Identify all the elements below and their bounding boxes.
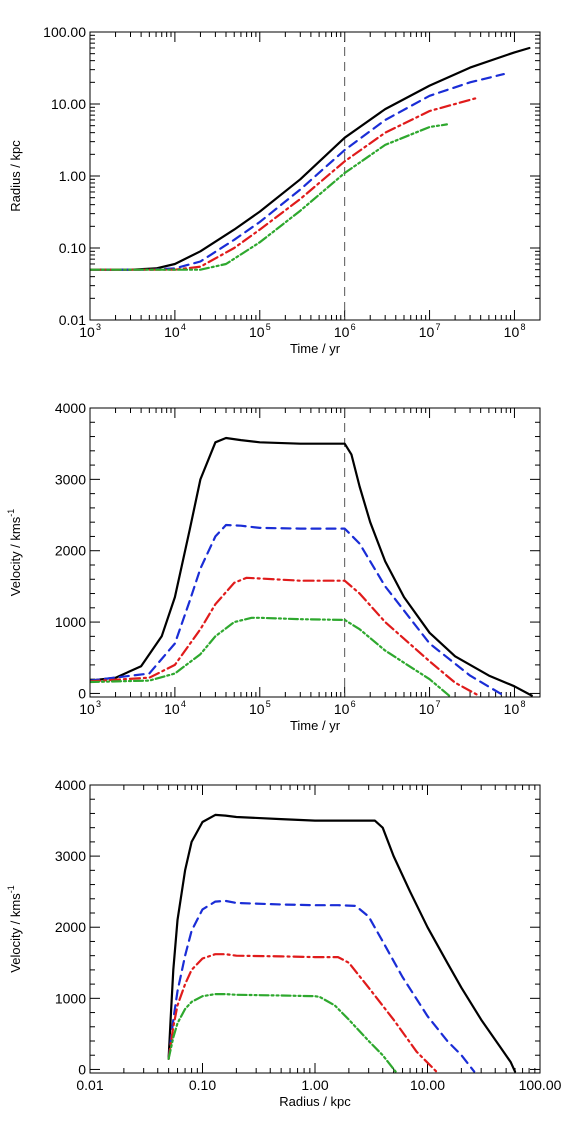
series-line-dashdotdot	[90, 123, 448, 271]
y-axis-title: Velocity / kms-1	[6, 885, 23, 972]
x-tick-label: 10	[249, 701, 265, 717]
series-line-dashdot	[167, 953, 438, 1073]
x-tick-label: 10	[504, 324, 520, 340]
series-group	[90, 46, 531, 271]
y-tick-label: 3000	[55, 848, 86, 864]
series-line-solid	[90, 46, 531, 271]
chart-panel-top: 10 3 10 4 10 5 10 6 10 7 10 80.010.101.0010.00100.0…	[8, 24, 541, 356]
plot-frame	[89, 784, 541, 1074]
series-line-dashdot	[90, 97, 477, 271]
x-axis-title: Time / yr	[290, 718, 341, 733]
minor-ticks	[90, 785, 540, 1073]
y-axis-ticks: 0 1000 2000 3000 4000	[55, 777, 540, 1077]
x-tick-label: 10	[79, 324, 95, 340]
y-tick-label: 0	[78, 685, 86, 701]
series-group	[90, 436, 533, 697]
y-tick-label: 1000	[55, 990, 86, 1006]
y-axis-title-text: Velocity / kms	[8, 893, 23, 973]
plot-frame	[89, 31, 541, 321]
x-tick-label: 10	[334, 324, 350, 340]
x-tick-label: 10	[249, 324, 265, 340]
x-axis-title: Radius / kpc	[279, 1094, 351, 1109]
y-tick-label: 4000	[55, 400, 86, 416]
series-line-dashdotdot	[90, 616, 451, 697]
x-tick-exponent: 8	[520, 699, 525, 709]
minor-ticks	[90, 408, 540, 697]
y-axis-title-exponent: -1	[6, 509, 16, 517]
y-tick-label: 0	[78, 1061, 86, 1077]
plot-frame	[89, 407, 541, 698]
x-tick-exponent: 5	[266, 322, 271, 332]
x-tick-label: 0.10	[189, 1077, 216, 1093]
x-tick-label: 10	[164, 324, 180, 340]
series-line-dashed	[167, 899, 476, 1073]
y-tick-label: 1000	[55, 614, 86, 630]
series-line-dashed	[90, 523, 505, 697]
y-tick-label: 2000	[55, 543, 86, 559]
y-tick-label: 3000	[55, 471, 86, 487]
x-tick-exponent: 5	[266, 699, 271, 709]
x-tick-label: 1.00	[301, 1077, 328, 1093]
x-tick-label: 0.01	[76, 1077, 103, 1093]
y-axis-title-text: Velocity / kms	[8, 516, 23, 596]
y-axis-title-exponent: -1	[6, 885, 16, 893]
series-group	[167, 813, 517, 1073]
chart-panel-bottom: 0.01 0.10 1.00 10.00 100.00 0 1000 2000 3000 4000…	[6, 777, 562, 1109]
series-line-dashed	[90, 72, 505, 271]
y-tick-label: 100.00	[43, 24, 86, 40]
series-line-solid	[167, 813, 517, 1073]
y-axis-ticks: 0 1000 2000 3000 4000	[55, 400, 540, 701]
y-tick-label: 0.10	[59, 240, 86, 256]
x-tick-label: 10	[419, 701, 435, 717]
x-tick-label: 10	[334, 701, 350, 717]
y-axis-title-text: Radius / kpc	[8, 140, 23, 212]
minor-ticks	[90, 32, 540, 320]
x-tick-label: 10	[164, 701, 180, 717]
x-tick-label: 10	[79, 701, 95, 717]
x-tick-exponent: 7	[436, 322, 441, 332]
y-axis-title: Velocity / kms-1	[6, 509, 23, 596]
x-axis-ticks: 10 3 10 4 10 5 10 6 10 7 10 8	[79, 408, 525, 717]
y-tick-label: 4000	[55, 777, 86, 793]
x-axis-ticks: 10 3 10 4 10 5 10 6 10 7 10 8	[79, 32, 525, 340]
x-tick-exponent: 4	[181, 322, 186, 332]
x-tick-exponent: 4	[181, 699, 186, 709]
x-tick-exponent: 3	[96, 322, 101, 332]
x-tick-label: 10	[504, 701, 520, 717]
x-tick-label: 10.00	[410, 1077, 445, 1093]
y-tick-label: 10.00	[51, 96, 86, 112]
y-tick-label: 2000	[55, 919, 86, 935]
x-axis-title: Time / yr	[290, 341, 341, 356]
x-tick-label: 100.00	[519, 1077, 562, 1093]
series-line-dashdotdot	[167, 992, 397, 1073]
x-tick-exponent: 3	[96, 699, 101, 709]
x-tick-exponent: 8	[520, 322, 525, 332]
series-line-dashdot	[90, 576, 480, 697]
y-axis-ticks: 0.01 0.10 1.00 10.00 100.00	[43, 24, 540, 328]
y-axis-title: Radius / kpc	[8, 140, 23, 212]
x-axis-ticks: 0.01 0.10 1.00 10.00 100.00	[76, 785, 562, 1093]
x-tick-exponent: 6	[351, 699, 356, 709]
x-tick-exponent: 6	[351, 322, 356, 332]
y-tick-label: 1.00	[59, 168, 86, 184]
y-tick-label: 0.01	[59, 312, 86, 328]
x-tick-label: 10	[419, 324, 435, 340]
series-line-solid	[90, 436, 533, 697]
x-tick-exponent: 7	[436, 699, 441, 709]
chart-panel-middle: 10 3 10 4 10 5 10 6 10 7 10 801000200030004000Time …	[6, 400, 541, 733]
